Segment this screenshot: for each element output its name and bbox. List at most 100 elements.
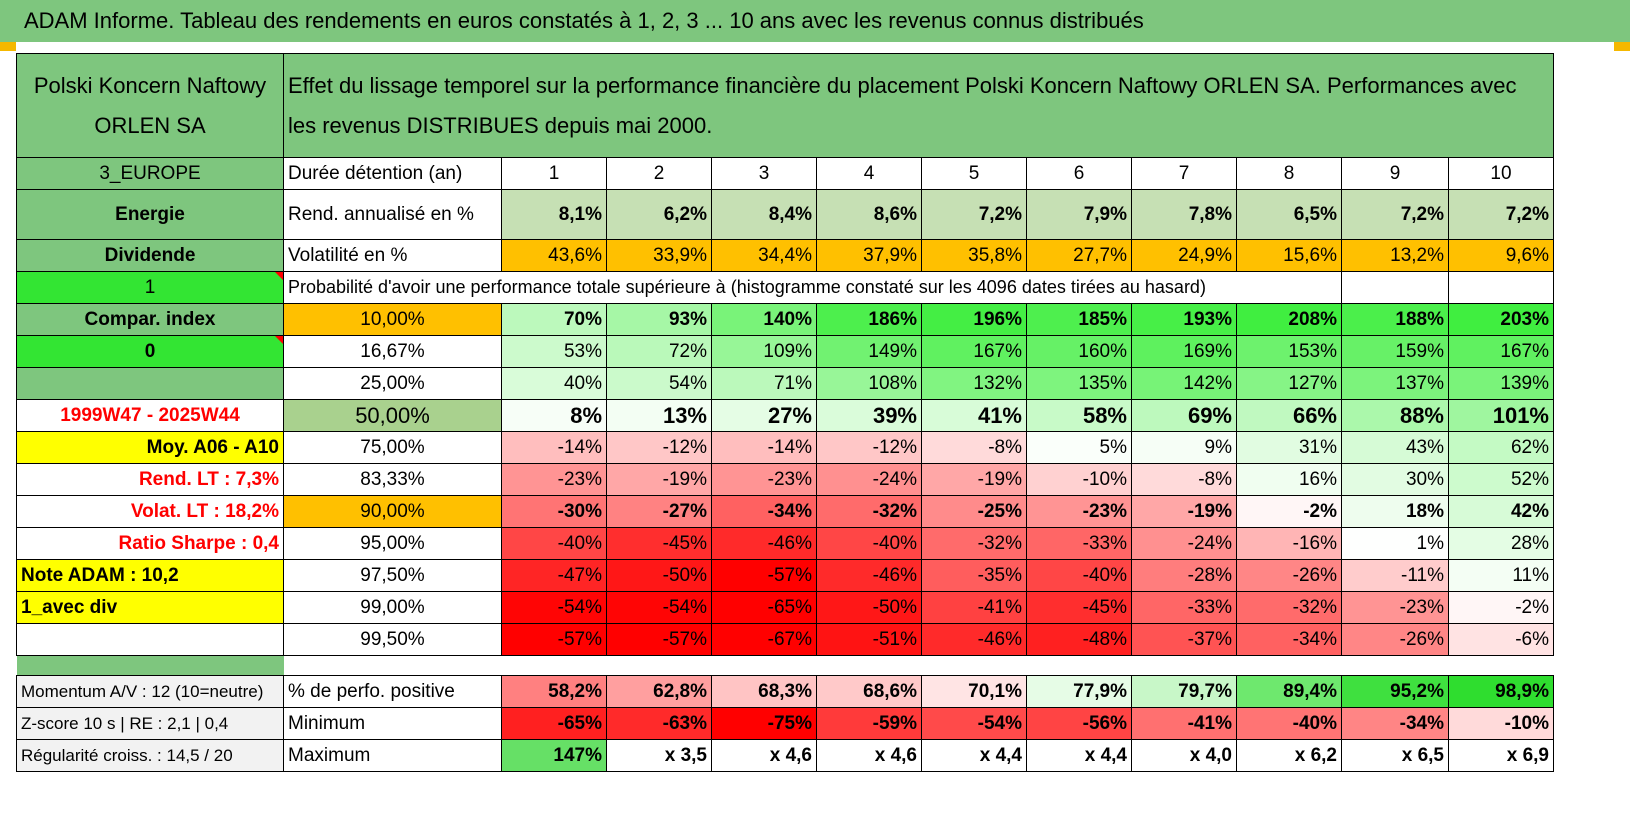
percentile-cell: -67% <box>711 623 817 656</box>
percentile-cell: -14% <box>501 431 607 464</box>
year-cell: 9 <box>1341 157 1449 190</box>
vol-cell: 33,9% <box>606 239 712 272</box>
percentile-label: 16,67% <box>283 335 502 368</box>
percentile-cell: 27% <box>711 399 817 432</box>
note-adam-label: Note ADAM : 10,2 <box>16 559 284 592</box>
percentile-cell: -32% <box>816 495 922 528</box>
percentile-cell: -33% <box>1131 591 1237 624</box>
percentile-cell: 18% <box>1341 495 1449 528</box>
percentile-cell: -46% <box>921 623 1027 656</box>
percentile-cell: -51% <box>816 623 922 656</box>
rend-cell: 8,1% <box>501 189 607 240</box>
positive-cell: 62,8% <box>606 675 712 708</box>
percentile-cell: 42% <box>1448 495 1554 528</box>
rend-cell: 8,4% <box>711 189 817 240</box>
positive-cell: 95,2% <box>1341 675 1449 708</box>
percentile-label: 99,50% <box>283 623 502 656</box>
percentile-cell: 31% <box>1236 431 1342 464</box>
vol-label: Volatilité en % <box>283 239 502 272</box>
empty-cell <box>1448 271 1554 304</box>
vol-cell: 34,4% <box>711 239 817 272</box>
percentile-label: 25,00% <box>283 367 502 400</box>
minimum-cell: -54% <box>921 707 1027 740</box>
minimum-cell: -34% <box>1341 707 1449 740</box>
percentile-cell: -24% <box>1131 527 1237 560</box>
positive-cell: 98,9% <box>1448 675 1554 708</box>
year-cell: 8 <box>1236 157 1342 190</box>
percentile-cell: -57% <box>606 623 712 656</box>
percentile-cell: 203% <box>1448 303 1554 336</box>
percentile-cell: -16% <box>1236 527 1342 560</box>
positive-cell: 79,7% <box>1131 675 1237 708</box>
percentile-cell: -2% <box>1236 495 1342 528</box>
percentile-cell: -23% <box>1341 591 1449 624</box>
vol-cell: 24,9% <box>1131 239 1237 272</box>
flag-value-1[interactable]: 1 <box>16 271 284 304</box>
percentile-cell: 70% <box>501 303 607 336</box>
maximum-cell: x 3,5 <box>606 739 712 772</box>
vol-cell: 9,6% <box>1448 239 1554 272</box>
percentile-cell: 185% <box>1026 303 1132 336</box>
percentile-cell: -34% <box>711 495 817 528</box>
percentile-cell: -50% <box>816 591 922 624</box>
percentile-cell: 66% <box>1236 399 1342 432</box>
percentile-label: 50,00% <box>283 399 502 432</box>
percentile-cell: 52% <box>1448 463 1554 496</box>
percentile-cell: 142% <box>1131 367 1237 400</box>
percentile-cell: 108% <box>816 367 922 400</box>
percentile-cell: -26% <box>1341 623 1449 656</box>
percentile-cell: 62% <box>1448 431 1554 464</box>
volat-lt-label: Volat. LT : 18,2% <box>16 495 284 528</box>
percentile-label: 99,00% <box>283 591 502 624</box>
percentile-cell: 8% <box>501 399 607 432</box>
percentile-cell: -57% <box>711 559 817 592</box>
percentile-cell: -45% <box>1026 591 1132 624</box>
percentile-cell: 41% <box>921 399 1027 432</box>
year-cell: 4 <box>816 157 922 190</box>
percentile-cell: 193% <box>1131 303 1237 336</box>
percentile-cell: -65% <box>711 591 817 624</box>
percentile-cell: -10% <box>1026 463 1132 496</box>
year-cell: 5 <box>921 157 1027 190</box>
maximum-cell: x 6,5 <box>1341 739 1449 772</box>
years-label: Durée détention (an) <box>283 157 502 190</box>
percentile-cell: -24% <box>816 463 922 496</box>
percentile-cell: -32% <box>1236 591 1342 624</box>
percentile-cell: 196% <box>921 303 1027 336</box>
minimum-cell: -63% <box>606 707 712 740</box>
percentile-cell: -6% <box>1448 623 1554 656</box>
period-label: 1999W47 - 2025W44 <box>16 399 284 432</box>
maximum-cell: 147% <box>501 739 607 772</box>
flag-value-0[interactable]: 0 <box>16 335 284 368</box>
percentile-cell: 9% <box>1131 431 1237 464</box>
percentile-cell: 30% <box>1341 463 1449 496</box>
positive-cell: 89,4% <box>1236 675 1342 708</box>
vol-cell: 37,9% <box>816 239 922 272</box>
percentile-cell: -12% <box>816 431 922 464</box>
percentile-cell: 16% <box>1236 463 1342 496</box>
percentile-label: 90,00% <box>283 495 502 528</box>
maximum-cell: x 4,0 <box>1131 739 1237 772</box>
percentile-label: 75,00% <box>283 431 502 464</box>
year-cell: 3 <box>711 157 817 190</box>
percentile-cell: 139% <box>1448 367 1554 400</box>
minimum-cell: -10% <box>1448 707 1554 740</box>
percentile-cell: -47% <box>501 559 607 592</box>
rend-cell: 7,8% <box>1131 189 1237 240</box>
sector-label: Energie <box>16 189 284 240</box>
year-cell: 7 <box>1131 157 1237 190</box>
percentile-cell: 167% <box>1448 335 1554 368</box>
percentile-cell: -23% <box>1026 495 1132 528</box>
percentile-cell: -57% <box>501 623 607 656</box>
year-cell: 6 <box>1026 157 1132 190</box>
percentile-cell: 153% <box>1236 335 1342 368</box>
corner-marker-left <box>0 42 16 51</box>
vol-cell: 43,6% <box>501 239 607 272</box>
percentile-cell: 149% <box>816 335 922 368</box>
rend-cell: 6,2% <box>606 189 712 240</box>
percentile-cell: -19% <box>921 463 1027 496</box>
percentile-cell: 53% <box>501 335 607 368</box>
percentile-cell: 186% <box>816 303 922 336</box>
percentile-cell: -19% <box>606 463 712 496</box>
percentile-cell: -35% <box>921 559 1027 592</box>
